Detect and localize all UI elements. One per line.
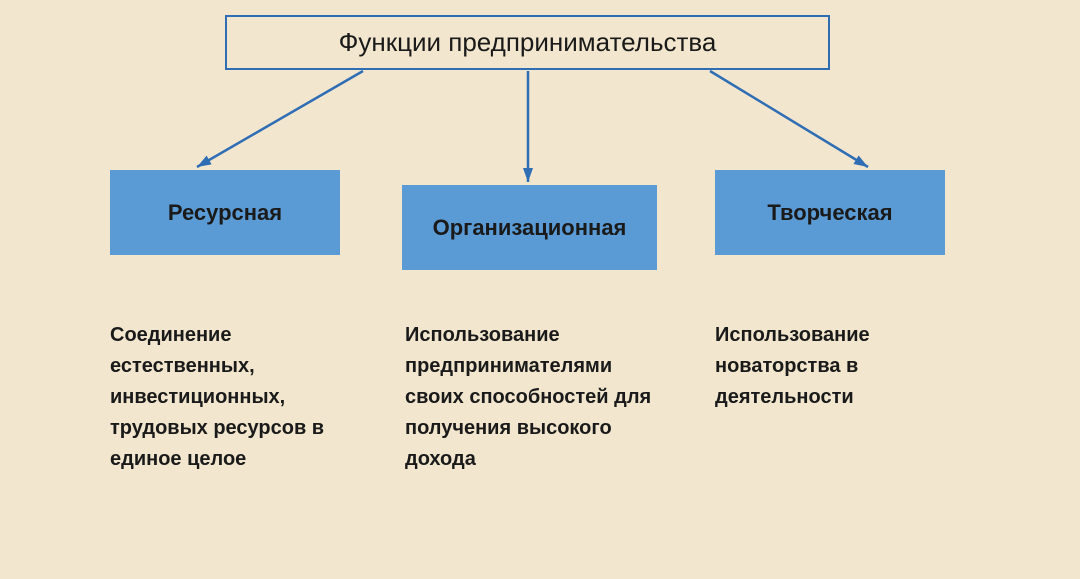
node-org: Организационная [402,185,657,270]
desc-resource: Соединение естественных, инвестиционных,… [110,320,360,475]
node-resource: Ресурсная [110,170,340,255]
node-resource-label: Ресурсная [168,200,282,226]
node-creative-label: Творческая [767,200,892,226]
desc-creative: Использование новаторства в деятельности [715,320,945,413]
diagram-background [0,0,1080,579]
node-creative: Творческая [715,170,945,255]
root-node-label: Функции предпринимательства [339,27,717,58]
desc-org: Использование предпринимателями своих сп… [405,320,665,475]
node-org-label: Организационная [433,215,627,241]
root-node: Функции предпринимательства [225,15,830,70]
